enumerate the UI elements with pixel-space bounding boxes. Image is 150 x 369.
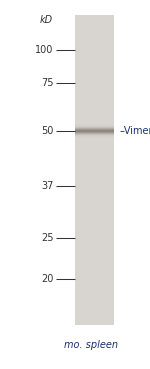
Bar (75, 132, 114, 133)
Bar (75, 135, 114, 136)
Text: 75: 75 (41, 78, 53, 88)
Bar (75, 127, 114, 128)
Text: 37: 37 (41, 181, 53, 192)
Bar (75, 125, 114, 126)
Text: 25: 25 (41, 233, 53, 243)
Bar (75, 134, 114, 135)
Bar (75, 128, 114, 129)
Text: –Vimentin: –Vimentin (120, 126, 150, 136)
Bar (75, 129, 114, 130)
Bar (75, 15, 114, 325)
Bar (75, 126, 114, 127)
Text: 20: 20 (41, 273, 53, 284)
Bar (75, 130, 114, 131)
Text: mo. spleen: mo. spleen (64, 340, 118, 350)
Text: kD: kD (40, 15, 53, 25)
Bar (75, 137, 114, 138)
Bar (75, 136, 114, 137)
Bar (75, 133, 114, 134)
Bar (75, 124, 114, 125)
Text: 50: 50 (41, 126, 53, 136)
Text: 100: 100 (35, 45, 53, 55)
Bar (75, 131, 114, 132)
